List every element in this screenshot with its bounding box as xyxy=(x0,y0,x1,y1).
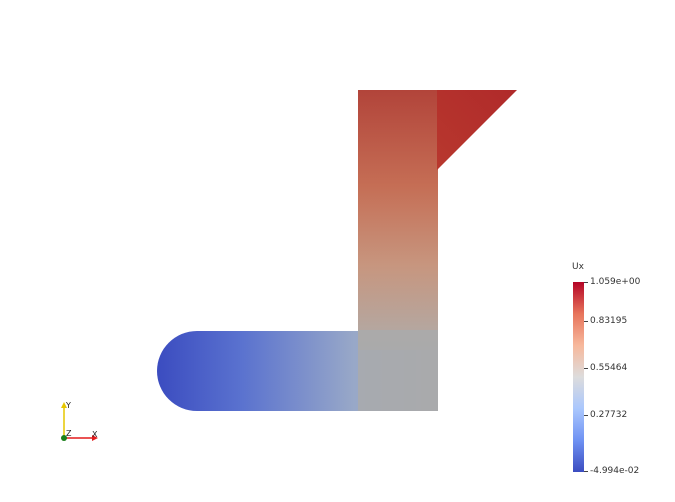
colorbar-tick-mark xyxy=(584,415,588,417)
corner-blend xyxy=(358,330,438,411)
x-axis-arrow xyxy=(92,435,98,441)
colorbar-tick-label: 0.83195 xyxy=(590,315,628,326)
colorbar-tick-label: 0.55464 xyxy=(590,362,628,373)
y-axis-label: Y xyxy=(66,401,71,410)
x-axis-label: X xyxy=(92,430,98,439)
outlet-wedge[interactable] xyxy=(437,90,517,170)
colorbar-tick-label: -4.994e-02 xyxy=(590,466,640,476)
z-axis-label: Z xyxy=(66,429,72,438)
vertical-channel[interactable] xyxy=(358,90,438,350)
colorbar-tick-mark xyxy=(584,471,588,472)
colorbar-title: Ux xyxy=(572,262,584,272)
colorbar-tick-mark xyxy=(584,320,588,322)
y-axis-arrow xyxy=(61,402,67,408)
colorbar[interactable] xyxy=(573,282,584,472)
mesh-geometry[interactable] xyxy=(157,90,517,411)
colorbar-tick-label: 1.059e+00 xyxy=(590,277,641,287)
colorbar-tick-mark xyxy=(584,367,588,369)
colorbar-tick-label: 0.27732 xyxy=(590,410,628,421)
orientation-axes xyxy=(61,402,98,441)
z-axis-dot xyxy=(61,435,67,441)
colorbar-tick-mark xyxy=(584,282,588,283)
